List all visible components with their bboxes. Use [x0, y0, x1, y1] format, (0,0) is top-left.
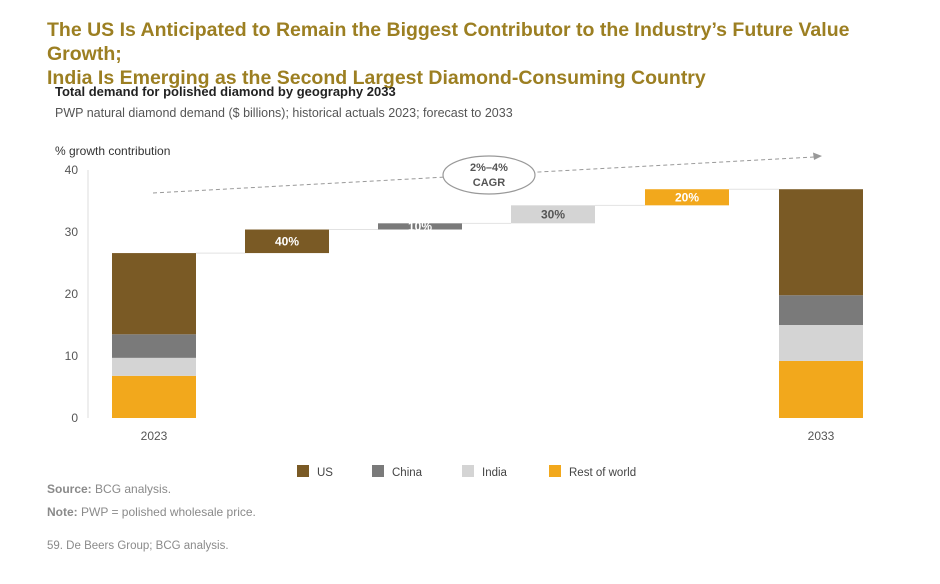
legend-label-china: China [392, 467, 423, 479]
step-label-china: 10% [408, 219, 432, 233]
bar-2033-china [779, 295, 863, 325]
chart-title-line-2: India Is Emerging as the Second Largest … [47, 67, 706, 89]
bar-2023-rest-of-world [112, 375, 196, 418]
y-tick-label-10: 10 [65, 349, 79, 363]
bar-2033-india [779, 325, 863, 361]
cagr-badge-range: 2%–4% [470, 162, 508, 174]
step-bar-china [378, 223, 462, 230]
cagr-badge [442, 155, 536, 195]
legend-swatch-india [462, 465, 474, 477]
legend-swatch-china [372, 465, 384, 477]
chart-subtitle: Total demand for polished diamond by geo… [55, 84, 396, 99]
step-label-rest-of-world: 20% [675, 190, 699, 204]
step-label-us: 40% [275, 234, 299, 248]
y-tick-label-40: 40 [65, 163, 79, 177]
bar-2033-rest-of-world [779, 360, 863, 418]
note-label: Note: [47, 505, 78, 519]
legend-label-us: US [317, 467, 333, 479]
bar-2023-us [112, 253, 196, 335]
bar-2023-india [112, 357, 196, 376]
y-tick-label-0: 0 [71, 411, 78, 425]
step-label-india: 30% [541, 207, 565, 221]
legend-label-rest-of-world: Rest of world [569, 467, 636, 479]
source-label: Source: [47, 482, 92, 496]
step-bar-rest-of-world [645, 189, 729, 206]
step-bar-india [511, 205, 595, 224]
citation: 59. De Beers Group; BCG analysis. [47, 540, 229, 552]
source-note: Source: BCG analysis. [47, 482, 171, 496]
legend-label-india: India [482, 467, 508, 479]
chart-title-line-1: The US Is Anticipated to Remain the Bigg… [47, 19, 850, 65]
x-tick-label-2033: 2033 [808, 429, 835, 443]
source-text: BCG analysis. [91, 482, 172, 496]
legend-swatch-us [297, 465, 309, 477]
bar-2023-china [112, 334, 196, 358]
note-text: PWP = polished wholesale price. [77, 505, 256, 519]
cagr-badge-label: CAGR [473, 177, 505, 189]
legend-swatch-rest-of-world [549, 465, 561, 477]
bar-2033-us [779, 189, 863, 296]
y-tick-label-30: 30 [65, 225, 79, 239]
x-tick-label-2023: 2023 [141, 429, 168, 443]
y-tick-label-20: 20 [65, 287, 79, 301]
chart-description: PWP natural diamond demand ($ billions);… [55, 106, 513, 120]
chart-title: The US Is Anticipated to Remain the Bigg… [47, 18, 917, 90]
abbreviation-note: Note: PWP = polished wholesale price. [47, 505, 256, 519]
cagr-arrow-head [813, 152, 822, 160]
y-axis-label: % growth contribution [55, 144, 170, 158]
step-bar-us [245, 229, 329, 254]
